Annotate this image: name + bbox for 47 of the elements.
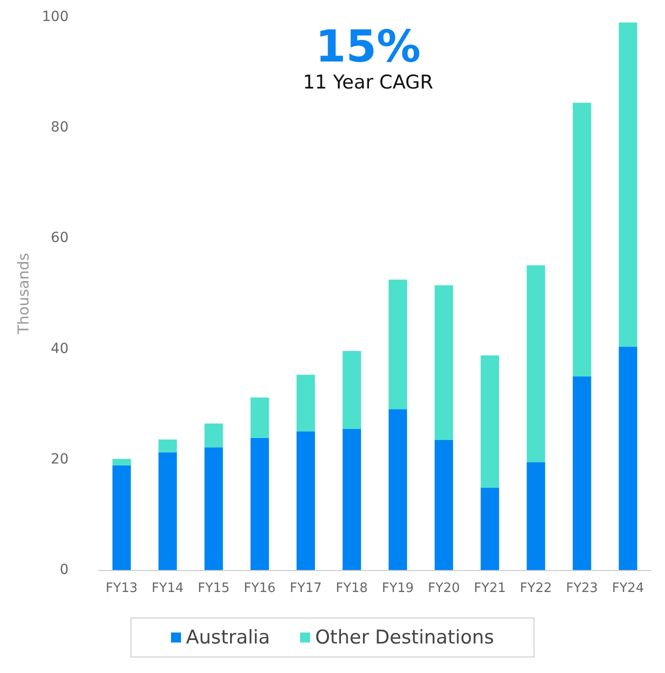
- bar: [434, 285, 454, 440]
- bar: [296, 431, 315, 570]
- y-tick-label: 60: [50, 230, 69, 246]
- bar: [342, 428, 361, 570]
- bar: [618, 346, 638, 570]
- legend-label: Australia: [186, 626, 270, 648]
- x-tick-label: FY17: [290, 581, 322, 596]
- bar: [526, 462, 546, 570]
- bar: [526, 265, 546, 462]
- bar: [388, 409, 408, 570]
- y-tick-label: 20: [50, 451, 69, 468]
- bar: [296, 374, 315, 432]
- bar: [618, 22, 638, 347]
- bar: [204, 423, 223, 448]
- y-tick-label: 0: [60, 562, 69, 578]
- bar: [158, 452, 177, 570]
- bar: [250, 438, 269, 570]
- bar: [342, 351, 361, 429]
- x-tick-label: FY24: [612, 581, 644, 596]
- bar: [158, 439, 177, 452]
- bar: [388, 280, 408, 410]
- x-tick-label: FY23: [566, 581, 598, 596]
- chart-title: 15%: [315, 22, 421, 72]
- bar: [250, 397, 269, 438]
- x-tick-label: FY14: [152, 581, 184, 596]
- y-axis-title: Thousands: [14, 252, 32, 336]
- bar: [112, 465, 131, 570]
- bar: [204, 447, 223, 570]
- bar: [572, 376, 592, 570]
- x-tick-label: FY19: [382, 581, 414, 596]
- y-tick-label: 80: [50, 120, 69, 136]
- bar: [480, 488, 500, 570]
- x-tick-label: FY22: [520, 581, 552, 596]
- bar: [572, 102, 592, 376]
- x-tick-label: FY18: [336, 581, 368, 596]
- y-tick-label: 40: [50, 340, 69, 357]
- x-tick-label: FY21: [474, 581, 506, 596]
- y-tick-label: 100: [42, 9, 69, 25]
- x-tick-label: FY15: [198, 581, 230, 596]
- legend-label: Other Destinations: [315, 626, 494, 648]
- x-tick-label: FY13: [106, 581, 138, 596]
- x-tick-label: FY20: [428, 581, 460, 596]
- text: 11 Year CAGR: [302, 72, 434, 94]
- bar: [112, 458, 131, 466]
- bar: [434, 440, 454, 570]
- x-tick-label: FY16: [244, 581, 276, 596]
- bar: [480, 355, 500, 488]
